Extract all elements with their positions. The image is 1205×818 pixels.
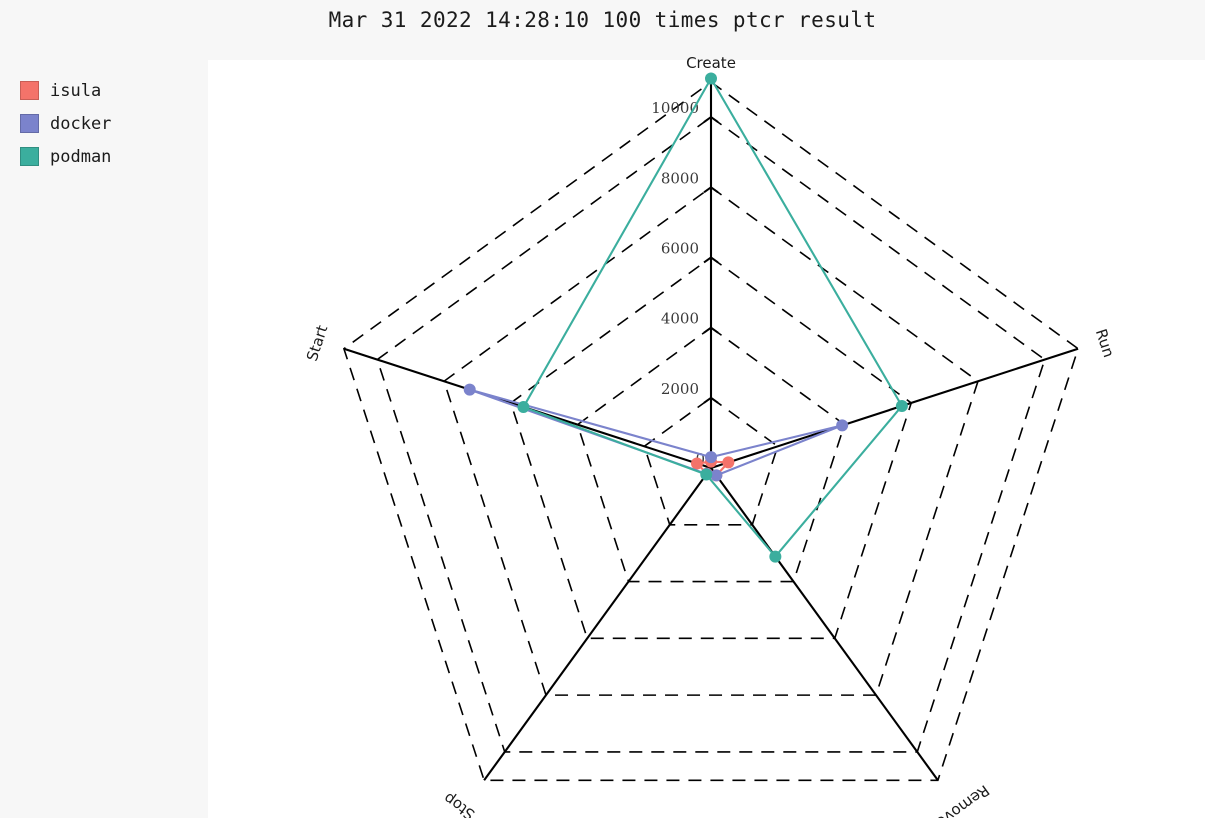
radial-tick-label-10000: 10000 xyxy=(651,99,699,117)
axis-label-stop: Stop xyxy=(440,789,478,818)
radial-tick-mark xyxy=(710,116,719,123)
legend-label-isula: isula xyxy=(50,80,102,101)
axis-label-remove: Remove xyxy=(933,781,993,818)
grid-ring xyxy=(509,256,913,640)
axis-label-run: Run xyxy=(1092,327,1118,360)
radial-tick-mark xyxy=(703,186,712,194)
radial-tick-mark xyxy=(710,397,719,404)
legend-item-docker[interactable]: docker xyxy=(20,107,195,140)
chart-legend: isula docker podman xyxy=(20,74,195,173)
legend-swatch-podman xyxy=(20,147,39,166)
radial-tick-mark xyxy=(710,256,719,264)
legend-label-podman: podman xyxy=(50,146,112,167)
radial-tick-label-2000: 2000 xyxy=(661,380,699,398)
grid-ring-outer xyxy=(342,81,1080,782)
data-point-podman-stop[interactable] xyxy=(700,468,713,481)
data-point-docker-start[interactable] xyxy=(463,383,476,396)
data-point-isula-start[interactable] xyxy=(690,457,703,470)
data-point-docker-create[interactable] xyxy=(705,451,717,464)
radar-grid xyxy=(342,81,1080,782)
legend-swatch-isula xyxy=(20,81,39,100)
axis-label-create: Create xyxy=(686,54,736,72)
legend-item-isula[interactable]: isula xyxy=(20,74,195,107)
radar-series xyxy=(463,72,908,563)
data-point-docker-remove[interactable] xyxy=(710,469,723,482)
axis-spoke-remove xyxy=(710,467,939,781)
radial-tick-mark xyxy=(703,326,712,334)
data-point-docker-run[interactable] xyxy=(836,419,849,432)
chart-title: Mar 31 2022 14:28:10 100 times ptcr resu… xyxy=(328,8,877,32)
radial-tick-mark xyxy=(710,326,719,334)
grid-ring xyxy=(576,326,846,583)
radar-spokes xyxy=(343,82,1079,781)
axis-label-start: Start xyxy=(303,323,331,364)
data-point-podman-run[interactable] xyxy=(895,399,908,412)
radial-tick-mark xyxy=(703,256,712,264)
axis-spoke-stop xyxy=(483,467,712,781)
axis-spoke-run xyxy=(710,347,1079,469)
radial-tick-label-4000: 4000 xyxy=(661,310,699,328)
data-point-isula-run[interactable] xyxy=(722,456,735,469)
radar-radial-ticks: 0200040006000800010000 xyxy=(651,99,719,468)
legend-label-docker: docker xyxy=(50,113,112,134)
legend-item-podman[interactable]: podman xyxy=(20,140,195,173)
data-point-podman-create[interactable] xyxy=(705,72,717,85)
radial-tick-label-6000: 6000 xyxy=(661,239,699,257)
radial-tick-mark xyxy=(710,186,719,194)
data-point-podman-start[interactable] xyxy=(517,401,530,414)
data-point-podman-remove[interactable] xyxy=(769,550,782,563)
grid-ring xyxy=(376,116,1046,753)
grid-ring xyxy=(443,186,979,696)
grid-ring xyxy=(643,396,779,526)
radial-tick-label-8000: 8000 xyxy=(661,169,699,187)
series-line-podman xyxy=(522,77,903,558)
radial-tick-mark xyxy=(703,397,712,404)
legend-swatch-docker xyxy=(20,114,39,133)
plot-area xyxy=(208,60,1205,818)
radial-tick-mark xyxy=(703,116,712,123)
